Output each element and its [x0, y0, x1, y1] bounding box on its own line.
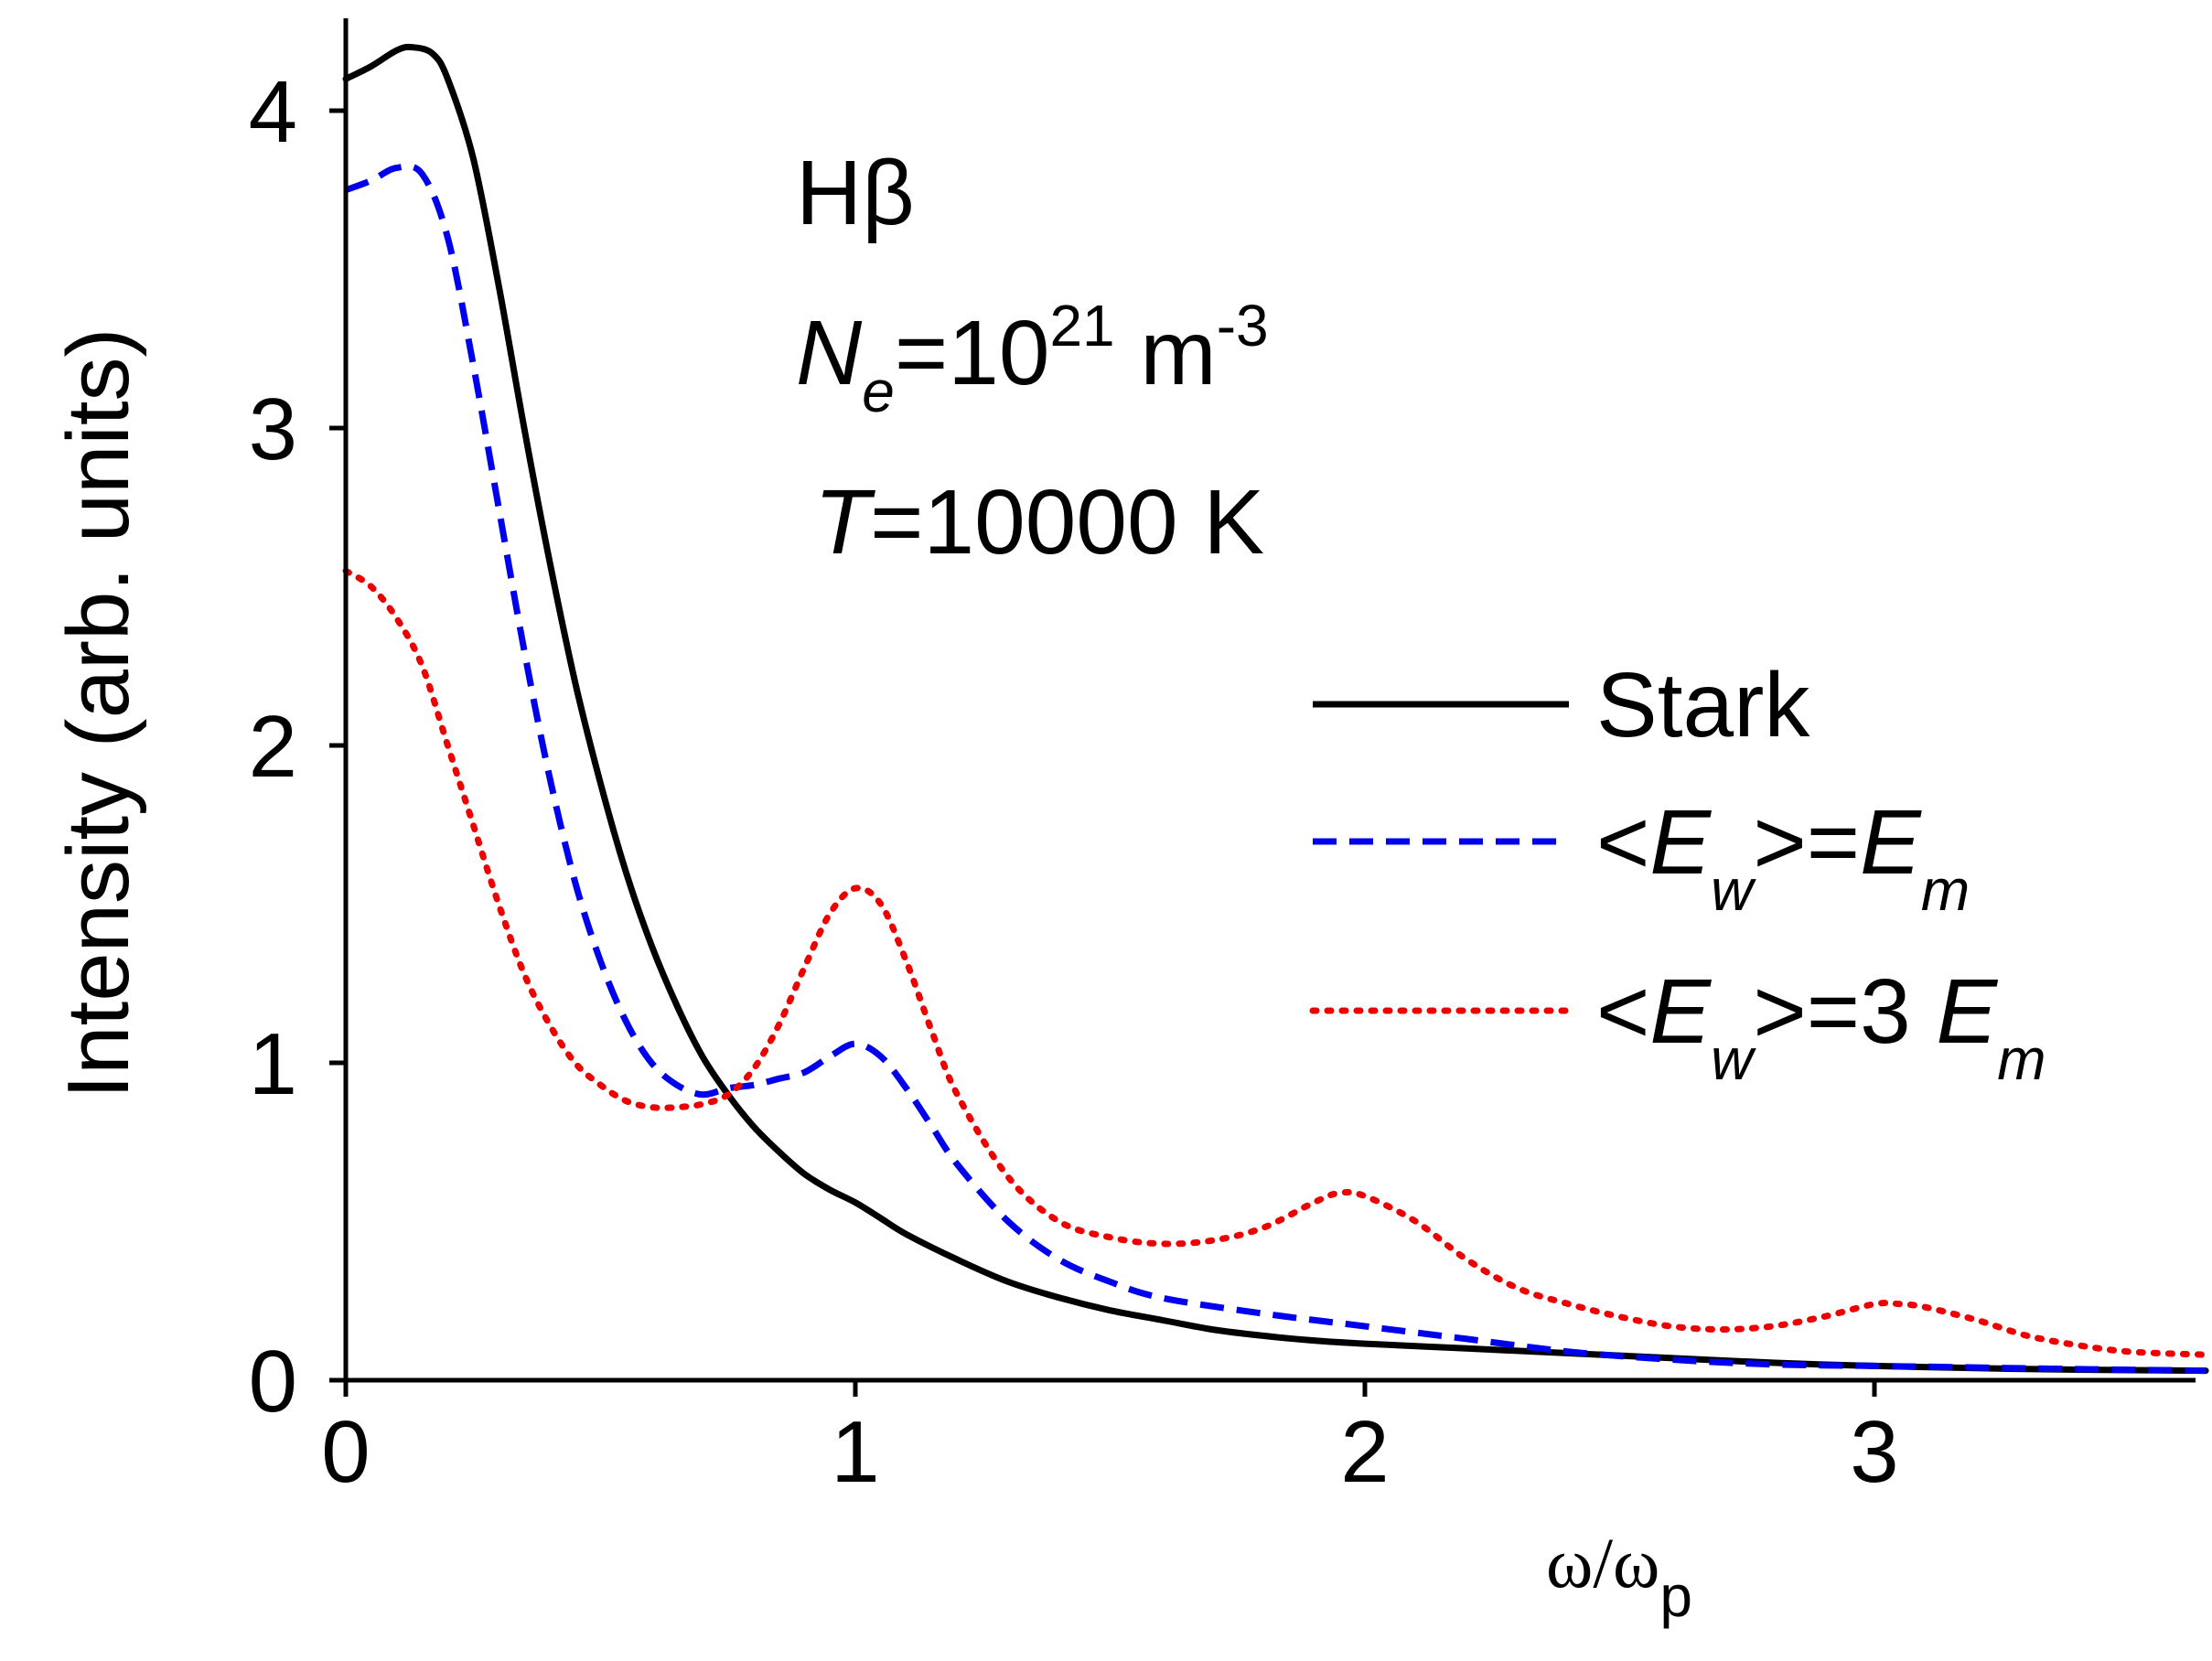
annotation-t-symbol: T: [814, 471, 875, 573]
legend-label-stark: Stark: [1596, 654, 1810, 756]
legend-ew-3em-gteq: >=3: [1753, 960, 1936, 1063]
annotation-t-value: =10000 K: [870, 471, 1264, 573]
legend-ew-em-e2: E: [1860, 791, 1922, 894]
legend-ew-3em-w: w: [1711, 1026, 1756, 1092]
x-axis-label: ω/ωp: [1546, 1523, 1692, 1629]
ticks: 0 1 2 3 0 1 2 3 4: [249, 63, 1899, 1501]
annotation-line-2: Ne=1021 m-3: [796, 293, 1269, 424]
series-layer: [342, 43, 2209, 1375]
y-axis-label: Intensity (arb. units): [49, 328, 147, 1099]
x-tick-label-0: 0: [321, 1403, 370, 1501]
legend-label-ew-em: <Ew>=Em: [1596, 791, 1970, 923]
annotation-ne-unit: m: [1115, 302, 1217, 404]
y-tick-label-0: 0: [249, 1333, 297, 1431]
y-tick-label-3: 3: [249, 380, 297, 478]
annotation-block: Hβ Ne=1021 m-3 T=10000 K: [796, 142, 1269, 573]
legend-label-ew-3em: <Ew>=3 Em: [1596, 960, 2046, 1092]
annotation-ne-symbol: N: [796, 302, 863, 404]
x-axis-label-main: ω/ω: [1546, 1523, 1659, 1602]
y-tick-label-1: 1: [249, 1015, 297, 1113]
legend-ew-3em-e: E: [1649, 960, 1712, 1063]
legend-ew-em-lt: <: [1596, 791, 1649, 894]
legend-ew-3em-m: m: [1997, 1026, 2046, 1092]
legend-ew-em-e: E: [1649, 791, 1712, 894]
annotation-ne-unit-exponent: -3: [1217, 293, 1269, 359]
series-line-2: [342, 567, 2209, 1358]
annotation-ne-eq: =10: [895, 302, 1050, 404]
legend-ew-3em-lt: <: [1596, 960, 1649, 1063]
series-line-0: [342, 43, 2209, 1375]
annotation-line-1: Hβ: [796, 142, 915, 244]
legend-ew-em-w: w: [1711, 857, 1756, 923]
legend-ew-3em-e2: E: [1937, 960, 1999, 1063]
x-tick-label-3: 3: [1850, 1403, 1898, 1501]
y-tick-label-2: 2: [249, 698, 297, 796]
annotation-line-3: T=10000 K: [814, 471, 1264, 573]
y-tick-label-4: 4: [249, 63, 297, 161]
x-tick-label-1: 1: [831, 1403, 879, 1501]
annotation-ne-exponent: 21: [1049, 293, 1114, 359]
legend-ew-em-m: m: [1921, 857, 1970, 923]
series-line-1: [344, 163, 2207, 1375]
x-tick-label-2: 2: [1340, 1403, 1389, 1501]
legend-ew-em-gteq: >=: [1753, 791, 1860, 894]
x-axis-label-sub: p: [1659, 1563, 1692, 1629]
axes: [343, 18, 2196, 1383]
annotation-ne-subscript: e: [862, 359, 895, 424]
legend: Stark <Ew>=Em <Ew>=3 Em: [1309, 654, 2046, 1092]
